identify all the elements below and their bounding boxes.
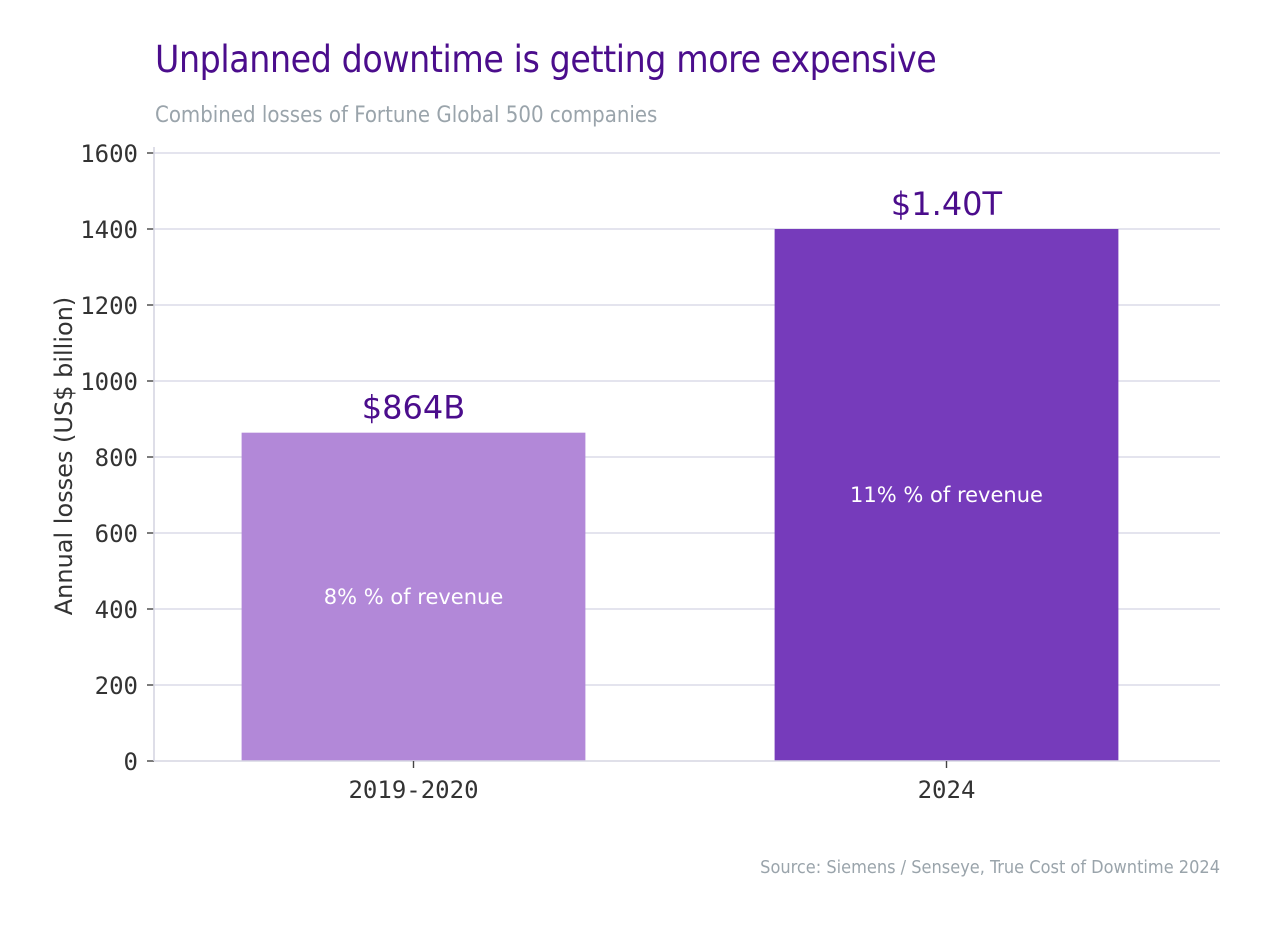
revenue-share-label: 8% % of revenue <box>324 585 504 609</box>
value-label: $1.40T <box>891 185 1003 223</box>
y-tick-label: 600 <box>95 520 138 548</box>
value-label: $864B <box>362 389 465 427</box>
y-tick-label: 0 <box>124 748 138 776</box>
bar <box>774 229 1119 761</box>
revenue-share-label: 11% % of revenue <box>850 483 1043 507</box>
axes: 0 200 400 600 800 1000 1200 1400 1600 2019-2020 20… <box>80 140 1220 804</box>
y-tick-label: 200 <box>95 672 138 700</box>
x-tick-label: 2024 <box>918 776 976 804</box>
labels: $864B 8% % of revenue $1.40T 11% % of reven… <box>324 185 1043 609</box>
bar <box>241 432 586 761</box>
x-tick-label: 2019-2020 <box>348 776 478 804</box>
y-tick-label: 1400 <box>80 216 138 244</box>
y-tick-label: 1600 <box>80 140 138 168</box>
y-tick-label: 1000 <box>80 368 138 396</box>
y-tick-label: 1200 <box>80 292 138 320</box>
chart-title: Unplanned downtime is getting more expen… <box>155 38 937 81</box>
y-tick-label: 800 <box>95 444 138 472</box>
y-axis-label: Annual losses (US$ billion) <box>50 297 78 616</box>
chart-subtitle: Combined losses of Fortune Global 500 co… <box>155 103 658 128</box>
source-note: Source: Siemens / Senseye, True Cost of … <box>760 857 1220 878</box>
y-tick-label: 400 <box>95 596 138 624</box>
bars <box>241 229 1119 761</box>
